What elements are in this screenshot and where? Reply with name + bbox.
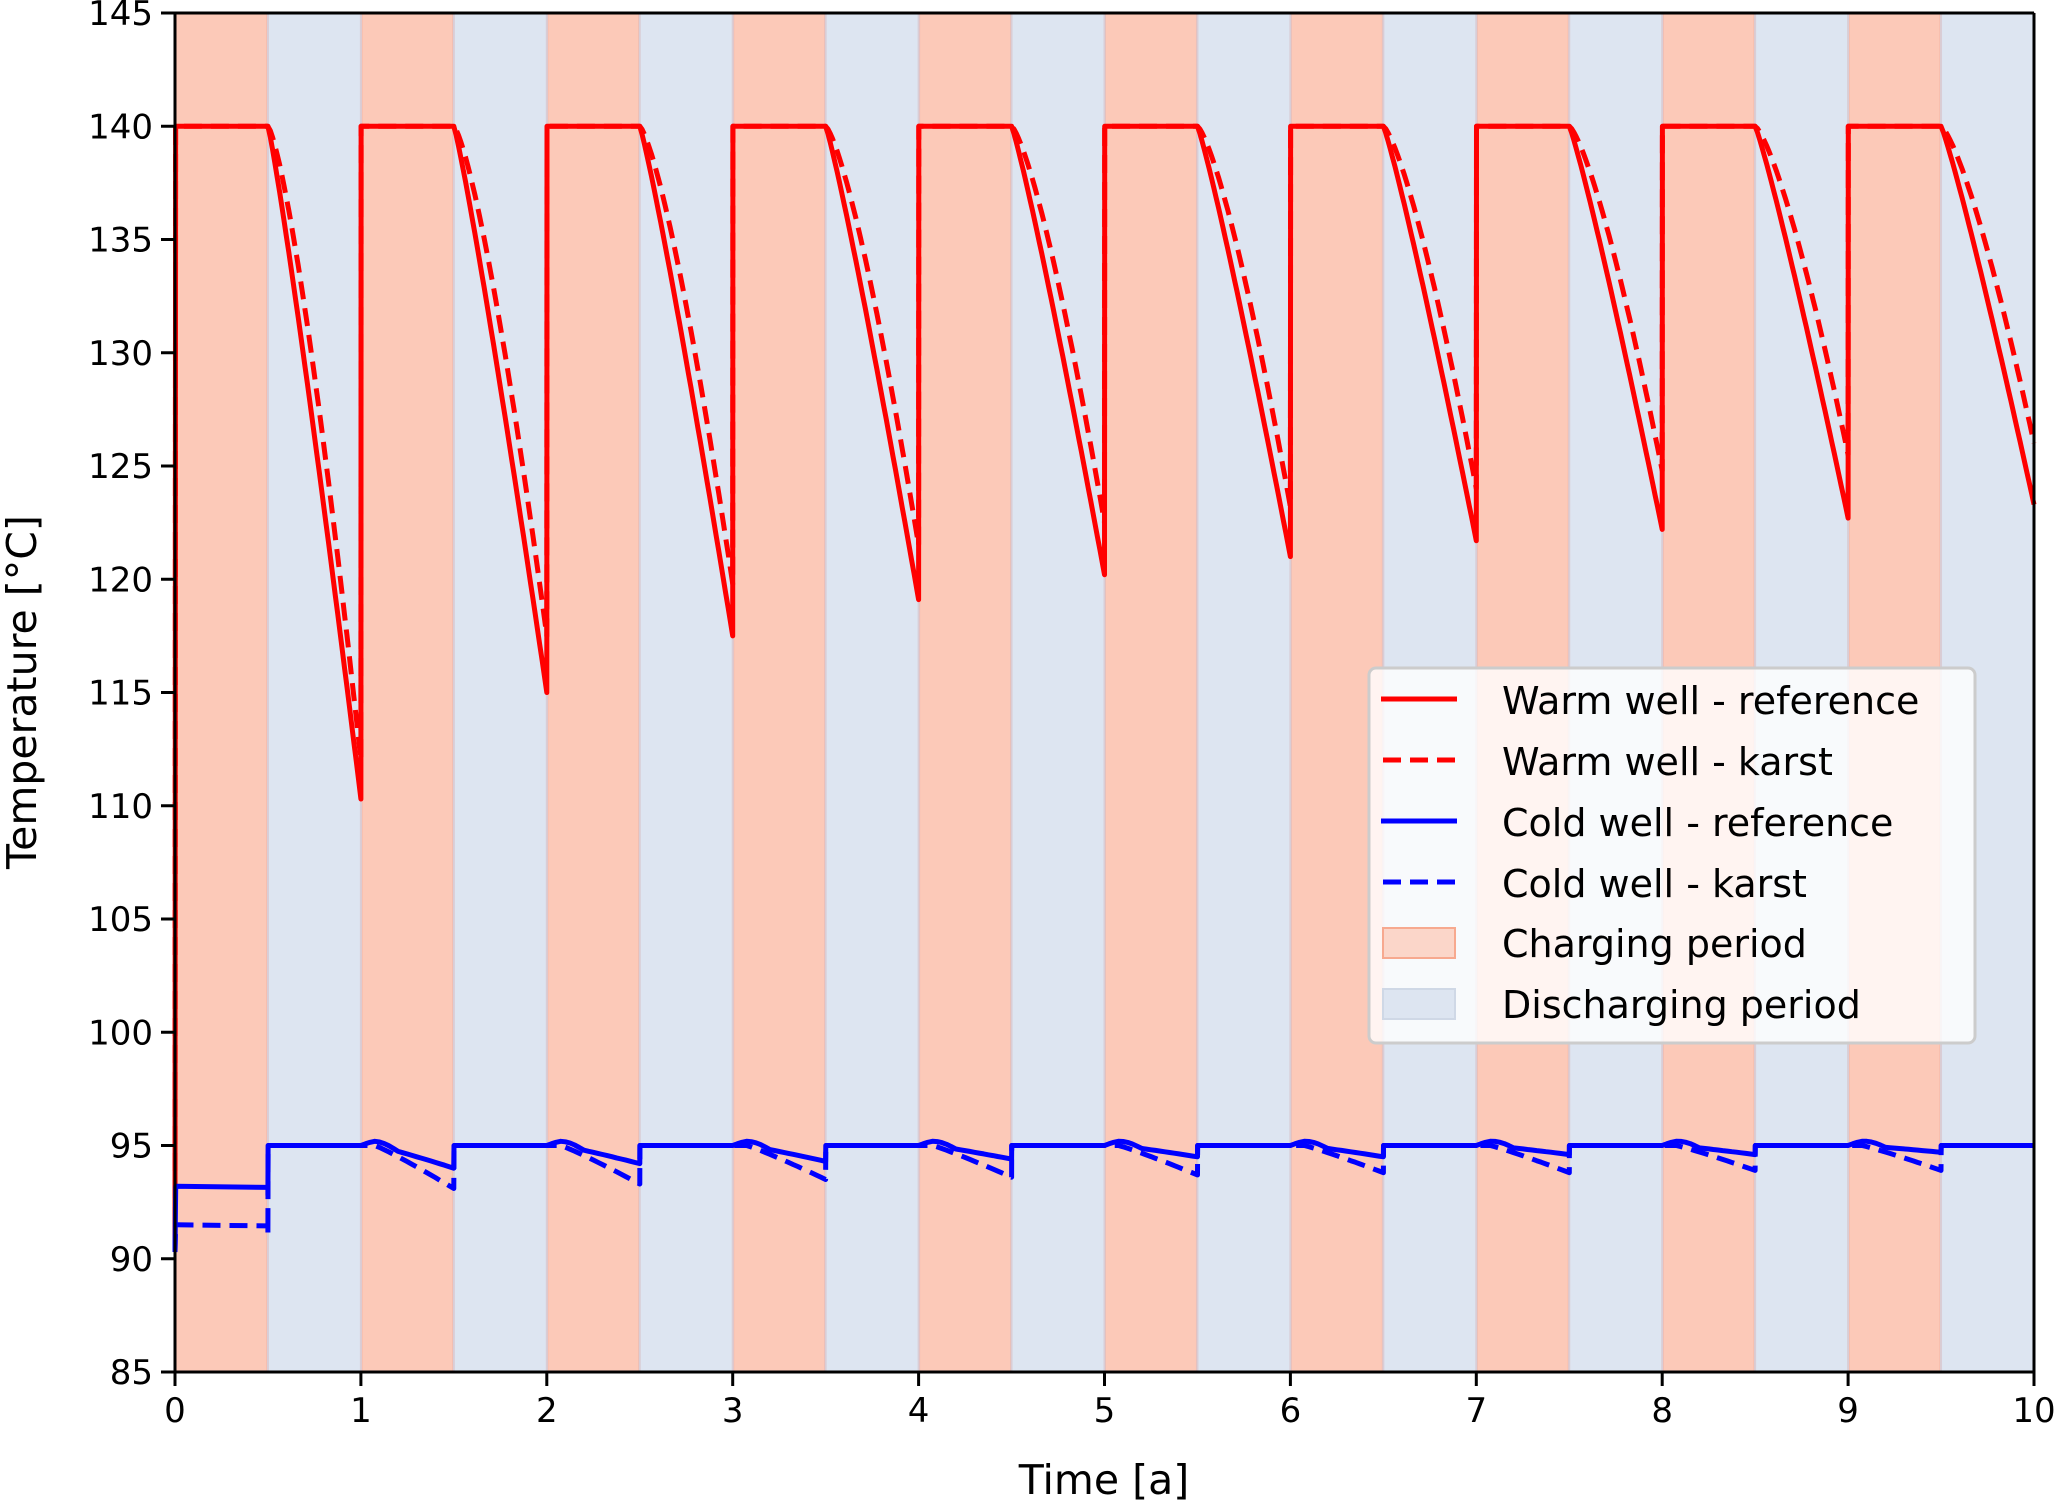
legend-label-discharging: Discharging period [1502,983,1861,1027]
x-tick-label: 8 [1651,1391,1673,1431]
y-tick-label: 110 [88,787,153,827]
y-tick-label: 120 [88,560,153,600]
x-tick-label: 5 [1094,1391,1116,1431]
x-tick-label: 4 [908,1391,930,1431]
x-tick-label: 1 [350,1391,372,1431]
charging-band [359,11,456,1374]
y-tick-label: 145 [88,0,153,34]
x-ticks: 0 1 2 3 4 5 6 7 8 9 10 [164,1372,2056,1431]
x-tick-label: 3 [722,1391,744,1431]
series-line-warm-well-reference [172,123,2037,1253]
legend-swatch-discharging [1382,988,1456,1020]
x-axis-title: Time [a] [1018,1456,1190,1503]
y-tick-label: 105 [88,900,153,940]
y-tick-label: 130 [88,334,153,374]
y-tick-label: 140 [88,107,153,147]
x-tick-label: 0 [164,1391,186,1431]
legend-label-cold-karst: Cold well - karst [1502,862,1807,906]
legend-label-warm-reference: Warm well - reference [1502,679,1919,723]
charging-band [173,11,270,1374]
discharging-band [1196,12,1292,1373]
y-axis-title: Temperature [°C] [0,515,46,870]
y-tick-label: 100 [88,1013,153,1053]
y-tick-label: 95 [110,1127,153,1167]
y-tick-label: 85 [110,1353,153,1393]
discharging-band [824,12,920,1373]
x-tick-label: 10 [2012,1391,2055,1431]
y-tick-label: 90 [110,1240,153,1280]
y-tick-label: 125 [88,447,153,487]
series-line-cold-well-karst [172,1143,2034,1253]
charging-band [917,11,1014,1374]
x-tick-label: 6 [1280,1391,1302,1431]
legend-label-cold-reference: Cold well - reference [1502,801,1893,845]
legend-label-charging: Charging period [1502,922,1807,966]
legend-swatch-charging [1382,927,1456,959]
legend-frame [1367,666,1977,1045]
charging-band [1103,11,1199,1374]
y-tick-label: 135 [88,221,153,261]
x-tick-label: 2 [536,1391,558,1431]
series-lines [172,123,2037,1253]
x-tick-label: 7 [1465,1391,1487,1431]
charging-band [545,11,642,1374]
x-tick-label: 9 [1837,1391,1859,1431]
discharging-band [1010,12,1106,1373]
series-line-cold-well-reference [172,1138,2034,1253]
y-ticks: 85 90 95 100 105 110 115 120 125 130 135 140 145 [88,0,175,1393]
legend-label-warm-karst: Warm well - karst [1502,740,1833,784]
discharging-band [452,12,548,1373]
charging-band [731,11,828,1374]
y-tick-label: 115 [88,674,153,714]
series-line-warm-well-karst [172,123,2037,1253]
discharging-band [638,12,734,1373]
legend: Warm well - reference Warm well - karst … [1367,666,1977,1045]
